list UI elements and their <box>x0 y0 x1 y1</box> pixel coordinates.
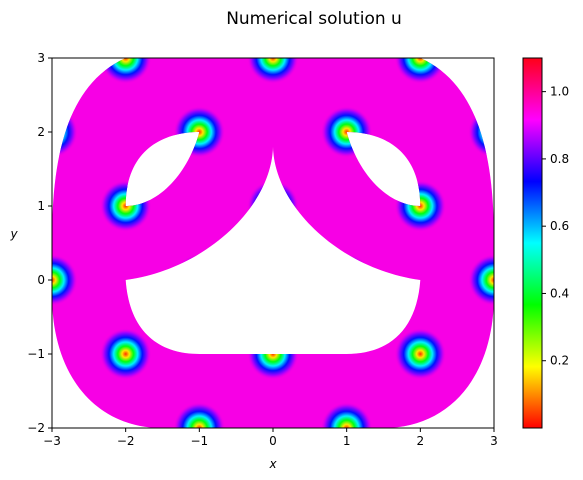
solution-spot <box>320 402 373 428</box>
x-tick-label: 2 <box>417 434 425 448</box>
solution-spot <box>394 180 447 232</box>
colorbar-ticks: 0.2 0.4 0.6 0.8 1.0 <box>542 85 569 368</box>
colorbar-tick-label: 0.4 <box>550 286 569 300</box>
solution-spot <box>247 180 299 232</box>
y-axis-label: y <box>9 227 18 241</box>
x-tick-label: 1 <box>343 434 351 448</box>
chart-title: Numerical solution u <box>226 9 402 29</box>
solution-spot <box>173 106 226 158</box>
y-tick-label: 2 <box>37 125 45 139</box>
x-tick-label: −1 <box>190 434 208 448</box>
x-tick-label: −3 <box>43 434 61 448</box>
solution-spot <box>247 328 299 380</box>
x-axis-label: x <box>268 457 277 471</box>
solution-spot <box>173 402 226 428</box>
solution-spot <box>173 254 226 306</box>
x-tick-label: −2 <box>117 434 135 448</box>
x-ticks: −3 −2 −1 0 1 2 3 <box>43 428 498 448</box>
solution-spot <box>99 180 152 232</box>
solution-spot <box>320 254 373 306</box>
solution-spot <box>394 58 447 84</box>
colorbar-tick-label: 1.0 <box>550 85 569 99</box>
colorbar-tick-label: 0.2 <box>550 354 569 368</box>
solution-field <box>52 58 494 428</box>
solution-spot <box>247 58 299 84</box>
x-tick-label: 0 <box>269 434 277 448</box>
colorbar <box>522 57 543 429</box>
y-tick-label: 1 <box>37 199 45 213</box>
colorbar-tick-label: 0.8 <box>550 152 569 166</box>
solution-spot <box>99 58 152 84</box>
y-tick-label: 3 <box>37 51 45 65</box>
solution-spot <box>52 254 78 306</box>
solution-spot <box>99 328 152 380</box>
y-tick-label: 0 <box>37 273 45 287</box>
colorbar-tick-label: 0.6 <box>550 219 569 233</box>
y-tick-label: −2 <box>27 421 45 435</box>
x-tick-label: 3 <box>490 434 498 448</box>
solution-spot <box>394 328 447 380</box>
solution-spot <box>468 254 494 306</box>
y-tick-label: −1 <box>27 347 45 361</box>
solution-spot <box>320 106 373 158</box>
y-ticks: −2 −1 0 1 2 3 <box>27 51 52 435</box>
